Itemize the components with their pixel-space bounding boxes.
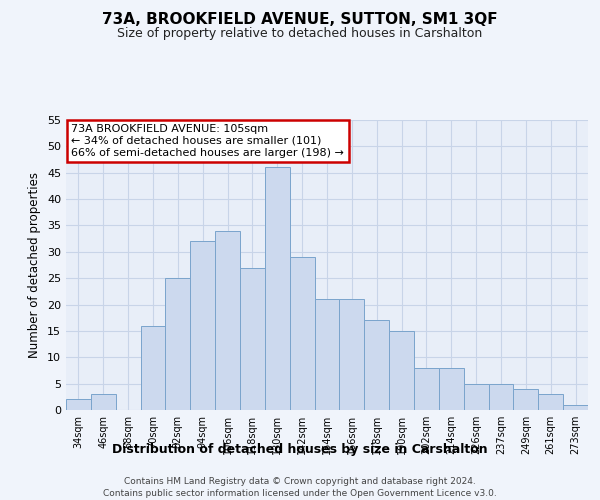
Y-axis label: Number of detached properties: Number of detached properties (28, 172, 41, 358)
Text: Size of property relative to detached houses in Carshalton: Size of property relative to detached ho… (118, 28, 482, 40)
Bar (190, 242, 215, 410)
Bar (389, 331, 414, 410)
Bar (240, 268, 265, 410)
Bar (364, 320, 389, 410)
Bar (215, 230, 240, 410)
Bar (91, 394, 116, 410)
Bar (265, 168, 290, 410)
Bar (538, 394, 563, 410)
Bar (488, 384, 514, 410)
Bar (340, 300, 364, 410)
Bar (314, 300, 340, 410)
Bar (563, 404, 588, 410)
Bar (166, 278, 190, 410)
Bar (514, 389, 538, 410)
Text: Contains HM Land Registry data © Crown copyright and database right 2024.: Contains HM Land Registry data © Crown c… (124, 478, 476, 486)
Text: 73A BROOKFIELD AVENUE: 105sqm
← 34% of detached houses are smaller (101)
66% of : 73A BROOKFIELD AVENUE: 105sqm ← 34% of d… (71, 124, 344, 158)
Bar (464, 384, 488, 410)
Bar (439, 368, 464, 410)
Bar (290, 257, 314, 410)
Text: Distribution of detached houses by size in Carshalton: Distribution of detached houses by size … (112, 442, 488, 456)
Bar (140, 326, 166, 410)
Bar (66, 400, 91, 410)
Text: 73A, BROOKFIELD AVENUE, SUTTON, SM1 3QF: 73A, BROOKFIELD AVENUE, SUTTON, SM1 3QF (102, 12, 498, 28)
Bar (414, 368, 439, 410)
Text: Contains public sector information licensed under the Open Government Licence v3: Contains public sector information licen… (103, 489, 497, 498)
